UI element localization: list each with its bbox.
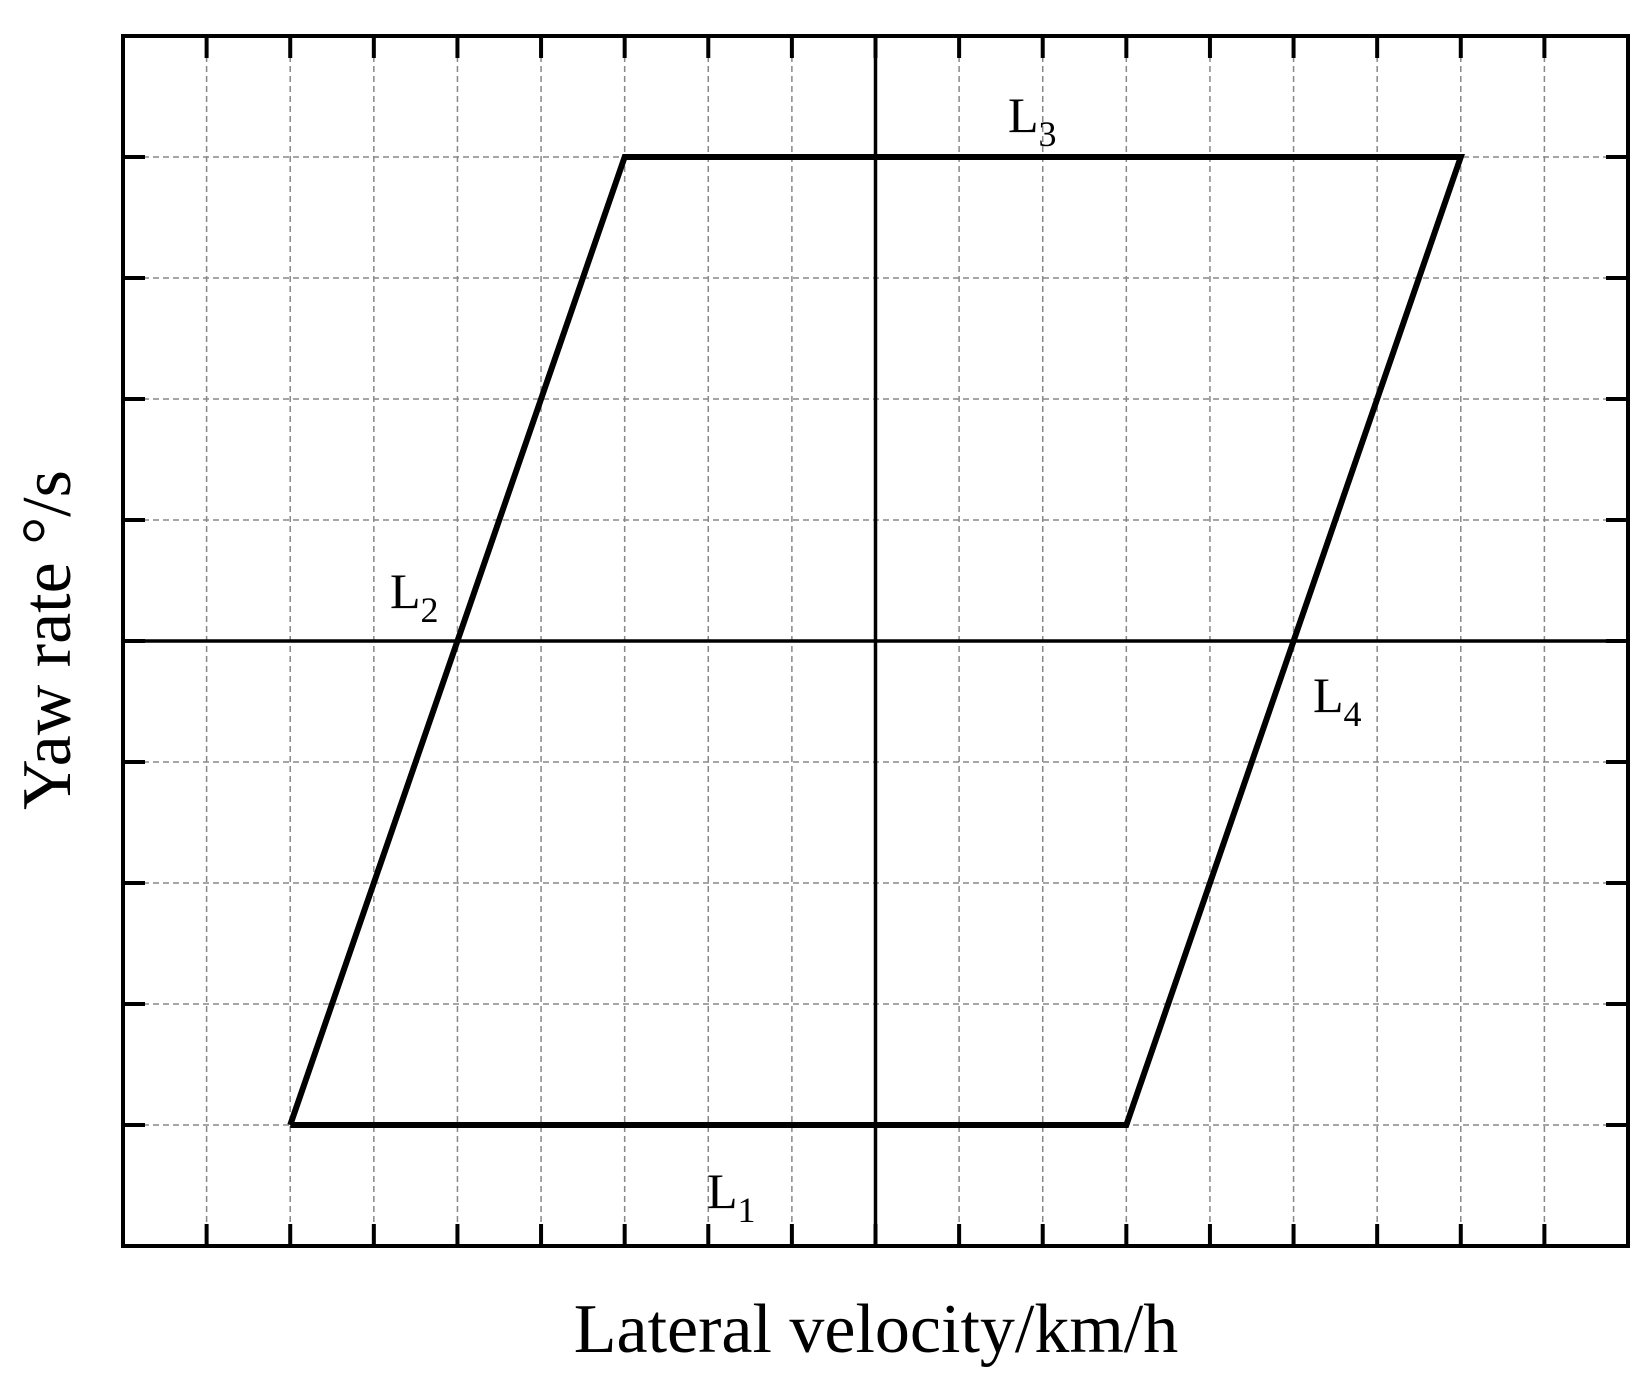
y-axis-label: Yaw rate °/s	[9, 470, 86, 810]
line-label: L3	[1008, 87, 1057, 154]
label-text: L	[1313, 667, 1344, 723]
label-subscript: 1	[738, 1190, 756, 1230]
series-line	[287, 154, 1465, 1128]
plot-frame	[121, 34, 1630, 1248]
label-subscript: 4	[1344, 694, 1362, 734]
label-text: L	[390, 563, 421, 619]
line-label: L2	[390, 563, 439, 630]
line-label: L1	[707, 1163, 756, 1230]
x-axis-label: Lateral velocity/km/h	[574, 1291, 1179, 1368]
label-subscript: 2	[421, 590, 439, 630]
label-text: L	[1008, 87, 1039, 143]
label-subscript: 3	[1039, 114, 1057, 154]
line-label: L4	[1313, 667, 1362, 734]
label-text: L	[707, 1163, 738, 1219]
